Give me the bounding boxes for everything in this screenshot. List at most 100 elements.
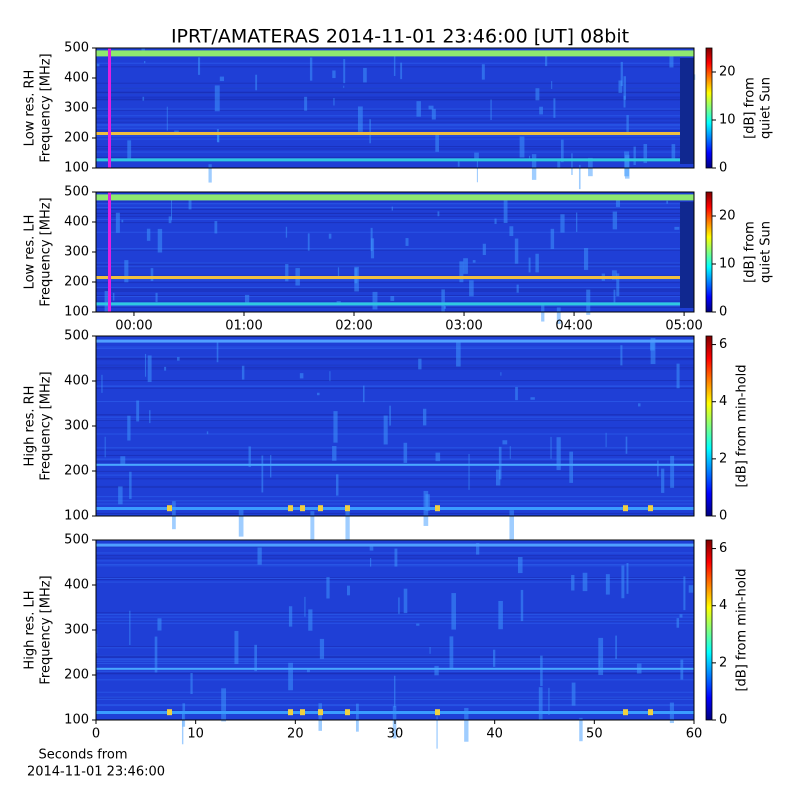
- noise-burst: [459, 261, 464, 283]
- noise-stripe: [96, 218, 694, 220]
- noise-burst: [154, 636, 158, 673]
- noise-burst: [530, 397, 535, 400]
- noise-burst: [528, 257, 531, 273]
- noise-burst: [329, 371, 331, 382]
- noise-stripe: [96, 458, 694, 460]
- noise-burst: [490, 99, 492, 121]
- noise-stripe: [96, 356, 694, 358]
- noise-burst: [118, 486, 123, 505]
- noise-burst: [657, 460, 659, 477]
- noise-stripe: [96, 385, 694, 387]
- noise-burst: [142, 96, 145, 101]
- noise-burst: [398, 597, 400, 614]
- x-tick-label: 0: [92, 727, 100, 742]
- noise-burst: [304, 96, 308, 111]
- noise-stripe: [96, 146, 694, 148]
- noise-stripe: [96, 289, 694, 291]
- band: [318, 505, 323, 512]
- noise-stripe: [96, 416, 694, 418]
- noise-burst: [310, 511, 315, 547]
- colorbar-label: [dB] from min-hold: [735, 364, 750, 487]
- band: [648, 709, 653, 716]
- band: [96, 132, 694, 135]
- band: [96, 463, 694, 466]
- noise-burst: [219, 76, 225, 82]
- noise-burst: [255, 74, 258, 91]
- noise-burst: [104, 291, 110, 312]
- noise-stripe: [96, 290, 694, 292]
- band: [435, 505, 440, 512]
- noise-stripe: [96, 203, 694, 205]
- y-axis-label: Frequency [MHz]: [39, 371, 54, 480]
- band: [96, 50, 694, 57]
- noise-stripe: [96, 287, 694, 289]
- y-tick-label: 300: [64, 623, 89, 638]
- noise-stripe: [96, 125, 694, 127]
- noise-stripe: [96, 124, 694, 126]
- noise-burst: [150, 268, 154, 282]
- noise-burst: [248, 446, 251, 468]
- noise-burst: [612, 211, 618, 230]
- noise-burst: [676, 618, 680, 628]
- colorbar-tick-label: 4: [719, 394, 727, 409]
- noise-burst: [620, 345, 623, 366]
- noise-burst: [437, 211, 440, 217]
- noise-burst: [328, 233, 332, 239]
- noise-burst: [172, 501, 176, 530]
- noise-burst: [582, 572, 588, 592]
- band: [167, 505, 172, 512]
- noise-burst: [666, 200, 669, 204]
- noise-stripe: [96, 348, 694, 350]
- noise-burst: [463, 258, 468, 274]
- band: [96, 543, 694, 547]
- noise-burst: [476, 158, 478, 183]
- noise-stripe: [96, 135, 694, 137]
- colorbar: [705, 47, 713, 169]
- noise-burst: [443, 306, 447, 309]
- x-tick-label: 03:00: [445, 319, 482, 334]
- noise-stripe: [96, 414, 694, 416]
- chart-title: IPRT/AMATERAS 2014-11-01 23:46:00 [UT] 0…: [171, 26, 629, 48]
- noise-burst: [208, 164, 212, 183]
- colorbar-label: [dB] from: [743, 221, 758, 283]
- noise-burst: [390, 296, 395, 301]
- noise-stripe: [96, 387, 694, 389]
- noise-stripe: [96, 306, 694, 308]
- noise-burst: [168, 216, 172, 224]
- noise-burst: [500, 372, 502, 376]
- noise-stripe: [96, 419, 694, 421]
- noise-burst: [343, 85, 345, 88]
- noise-stripe: [96, 98, 694, 100]
- noise-burst: [369, 119, 371, 144]
- noise-burst: [299, 373, 304, 379]
- noise-stripe: [96, 366, 694, 368]
- y-axis-label: Frequency [MHz]: [39, 197, 54, 306]
- noise-burst: [615, 197, 621, 207]
- noise-burst: [469, 280, 474, 297]
- noise-burst: [472, 260, 476, 263]
- band: [680, 202, 694, 308]
- y-tick-label: 200: [64, 275, 89, 290]
- noise-burst: [405, 238, 409, 246]
- noise-burst: [309, 57, 313, 81]
- noise-burst: [441, 289, 445, 312]
- noise-burst: [136, 400, 140, 422]
- noise-burst: [649, 339, 655, 351]
- noise-burst: [121, 219, 124, 223]
- noise-burst: [288, 662, 293, 691]
- noise-burst: [403, 442, 408, 463]
- noise-burst: [363, 67, 367, 83]
- y-tick-label: 500: [64, 533, 89, 548]
- noise-stripe: [96, 622, 694, 624]
- noise-burst: [669, 51, 674, 68]
- spectrogram-background: [96, 336, 694, 516]
- noise-burst: [476, 542, 480, 555]
- x-tick-label: 05:00: [665, 319, 702, 334]
- x-tick-label: 04:00: [555, 319, 592, 334]
- noise-stripe: [96, 447, 694, 449]
- band: [96, 339, 694, 343]
- noise-stripe: [96, 48, 694, 50]
- x-tick-label: 01:00: [225, 319, 262, 334]
- band: [345, 709, 350, 716]
- noise-stripe: [96, 612, 694, 614]
